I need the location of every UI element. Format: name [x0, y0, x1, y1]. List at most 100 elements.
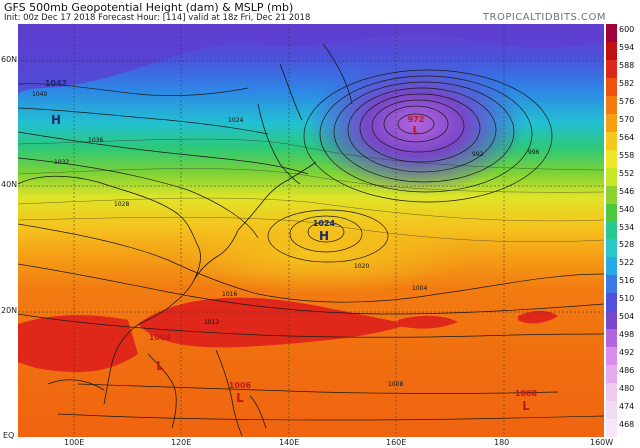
- brand-label: TROPICALTIDBITS.COM: [482, 12, 606, 23]
- colorbar-swatch: [606, 311, 617, 330]
- colorbar-label: 474: [619, 402, 635, 412]
- low-letter-1006: L: [236, 391, 244, 405]
- high-value-1042: 1042: [45, 79, 67, 88]
- colorbar-label: 492: [619, 348, 635, 358]
- low-value-1006: 1006: [229, 381, 252, 390]
- subtropical-high-red: [138, 297, 408, 348]
- map-svg: 1024 H 1042 H 972 L 1004 L 1006 L 1008 L…: [18, 24, 604, 437]
- colorbar-swatch: [606, 347, 617, 366]
- trough-shading: [18, 24, 604, 94]
- lat-label-60n: 60N: [1, 55, 18, 64]
- colorbar-row: 498: [606, 329, 640, 348]
- colorbar-swatch: [606, 293, 617, 312]
- lat-label-20n: 20N: [1, 306, 18, 315]
- colorbar-row: 594: [606, 41, 640, 60]
- colorbar-swatch: [606, 275, 617, 294]
- colorbar-label: 552: [619, 168, 635, 178]
- colorbar-label: 510: [619, 294, 635, 304]
- init-line: Init: 00z Dec 17 2018 Forecast Hour: [11…: [4, 13, 311, 23]
- lon-label-120e: 120E: [171, 438, 192, 447]
- colorbar-swatch: [606, 239, 617, 258]
- height-contours: [18, 138, 604, 242]
- colorbar-row: 486: [606, 365, 640, 384]
- colorbar-row: 600: [606, 24, 640, 42]
- isobar-labels: 1004 1008 1012 1016 1020 1024 1028 1032 …: [32, 91, 540, 388]
- low-letter-1008: L: [522, 399, 530, 413]
- colorbar-row: 474: [606, 401, 640, 420]
- colorbar-row: 528: [606, 239, 640, 258]
- colorbar-label: 522: [619, 258, 635, 268]
- colorbar-swatch: [606, 401, 617, 420]
- colorbar-label: 516: [619, 276, 635, 286]
- isobar-label: 1040: [32, 91, 47, 98]
- colorbar-label: 564: [619, 132, 635, 142]
- subtropical-high-red-west: [18, 315, 138, 373]
- colorbar-label: 600: [619, 25, 635, 34]
- colorbar-row: 540: [606, 203, 640, 222]
- isobar-label: 1008: [388, 381, 403, 388]
- isobar-label: 1020: [354, 263, 369, 270]
- high-letter-1024: H: [319, 229, 329, 243]
- low-letter-972: L: [412, 124, 419, 137]
- colorbar-label: 576: [619, 96, 635, 106]
- low-value-1004: 1004: [149, 333, 172, 342]
- high-value-1024: 1024: [313, 219, 336, 228]
- colorbar: 600 594 588 582 576 570 564 558 552 546 540 534 528 5…: [606, 24, 640, 437]
- colorbar-row: 480: [606, 383, 640, 402]
- colorbar-swatch: [606, 131, 617, 150]
- colorbar-label: 468: [619, 420, 635, 430]
- colorbar-swatch: [606, 24, 617, 42]
- low-value-1008: 1008: [515, 389, 538, 398]
- colorbar-swatch: [606, 221, 617, 240]
- colorbar-row: 504: [606, 311, 640, 330]
- lon-label-140e: 140E: [279, 438, 300, 447]
- header: GFS 500mb Geopotential Height (dam) & MS…: [0, 0, 640, 24]
- colorbar-label: 504: [619, 312, 635, 322]
- weather-map: 1024 H 1042 H 972 L 1004 L 1006 L 1008 L…: [18, 24, 604, 437]
- colorbar-swatch: [606, 41, 617, 60]
- pressure-centers: 1024 H 1042 H 972 L 1004 L 1006 L 1008 L: [45, 79, 538, 413]
- colorbar-row: 522: [606, 257, 640, 276]
- low-letter-1004: L: [156, 359, 164, 373]
- colorbar-label: 558: [619, 150, 635, 160]
- colorbar-row: 564: [606, 131, 640, 150]
- isobar-label: 1012: [204, 319, 219, 326]
- colorbar-label: 594: [619, 42, 635, 52]
- coastlines: [18, 43, 353, 437]
- colorbar-label: 480: [619, 384, 635, 394]
- colorbar-label: 570: [619, 114, 635, 124]
- ridge-shading: [168, 214, 468, 294]
- colorbar-row: 576: [606, 95, 640, 114]
- colorbar-swatch: [606, 185, 617, 204]
- colorbar-swatch: [606, 203, 617, 222]
- colorbar-swatch: [606, 329, 617, 348]
- colorbar-row: 558: [606, 149, 640, 168]
- colorbar-row: 534: [606, 221, 640, 240]
- isobar-label: 1004: [412, 285, 427, 292]
- colorbar-row: 552: [606, 167, 640, 186]
- colorbar-row: 546: [606, 185, 640, 204]
- lat-label-eq: EQ: [3, 431, 15, 440]
- colorbar-swatch: [606, 59, 617, 78]
- colorbar-label: 546: [619, 186, 635, 196]
- isobar-label: 1024: [228, 117, 243, 124]
- colorbar-row: 492: [606, 347, 640, 366]
- colorbar-swatch: [606, 383, 617, 402]
- colorbar-row: 510: [606, 293, 640, 312]
- lon-label-160w: 160W: [590, 438, 614, 447]
- subtropical-high-red-east: [518, 310, 558, 324]
- colorbar-swatch: [606, 77, 617, 96]
- colorbar-swatch: [606, 257, 617, 276]
- isobar-label: 1028: [114, 201, 129, 208]
- colorbar-row: 582: [606, 77, 640, 96]
- colorbar-label: 582: [619, 78, 635, 88]
- isobar-label: 1016: [222, 291, 237, 298]
- colorbar-swatch: [606, 365, 617, 384]
- colorbar-swatch: [606, 113, 617, 132]
- colorbar-label: 588: [619, 60, 635, 70]
- lon-label-100e: 100E: [64, 438, 85, 447]
- colorbar-label: 498: [619, 330, 635, 340]
- isobars: [18, 69, 604, 421]
- colorbar-row: 588: [606, 59, 640, 78]
- colorbar-swatch: [606, 95, 617, 114]
